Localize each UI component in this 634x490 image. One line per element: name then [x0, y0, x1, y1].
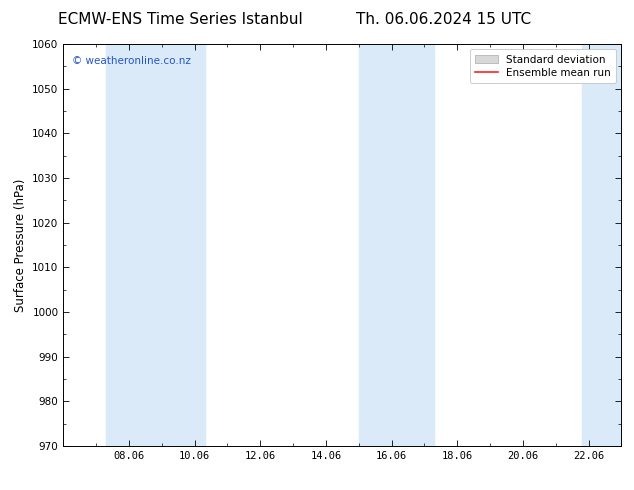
Bar: [582, 44, 621, 446]
Bar: [172, 44, 205, 446]
Text: Th. 06.06.2024 15 UTC: Th. 06.06.2024 15 UTC: [356, 12, 531, 27]
Text: ECMW-ENS Time Series Istanbul: ECMW-ENS Time Series Istanbul: [58, 12, 303, 27]
Bar: [359, 44, 408, 446]
Text: © weatheronline.co.nz: © weatheronline.co.nz: [72, 56, 191, 66]
Bar: [408, 44, 434, 446]
Bar: [106, 44, 172, 446]
Y-axis label: Surface Pressure (hPa): Surface Pressure (hPa): [14, 178, 27, 312]
Legend: Standard deviation, Ensemble mean run: Standard deviation, Ensemble mean run: [470, 49, 616, 83]
